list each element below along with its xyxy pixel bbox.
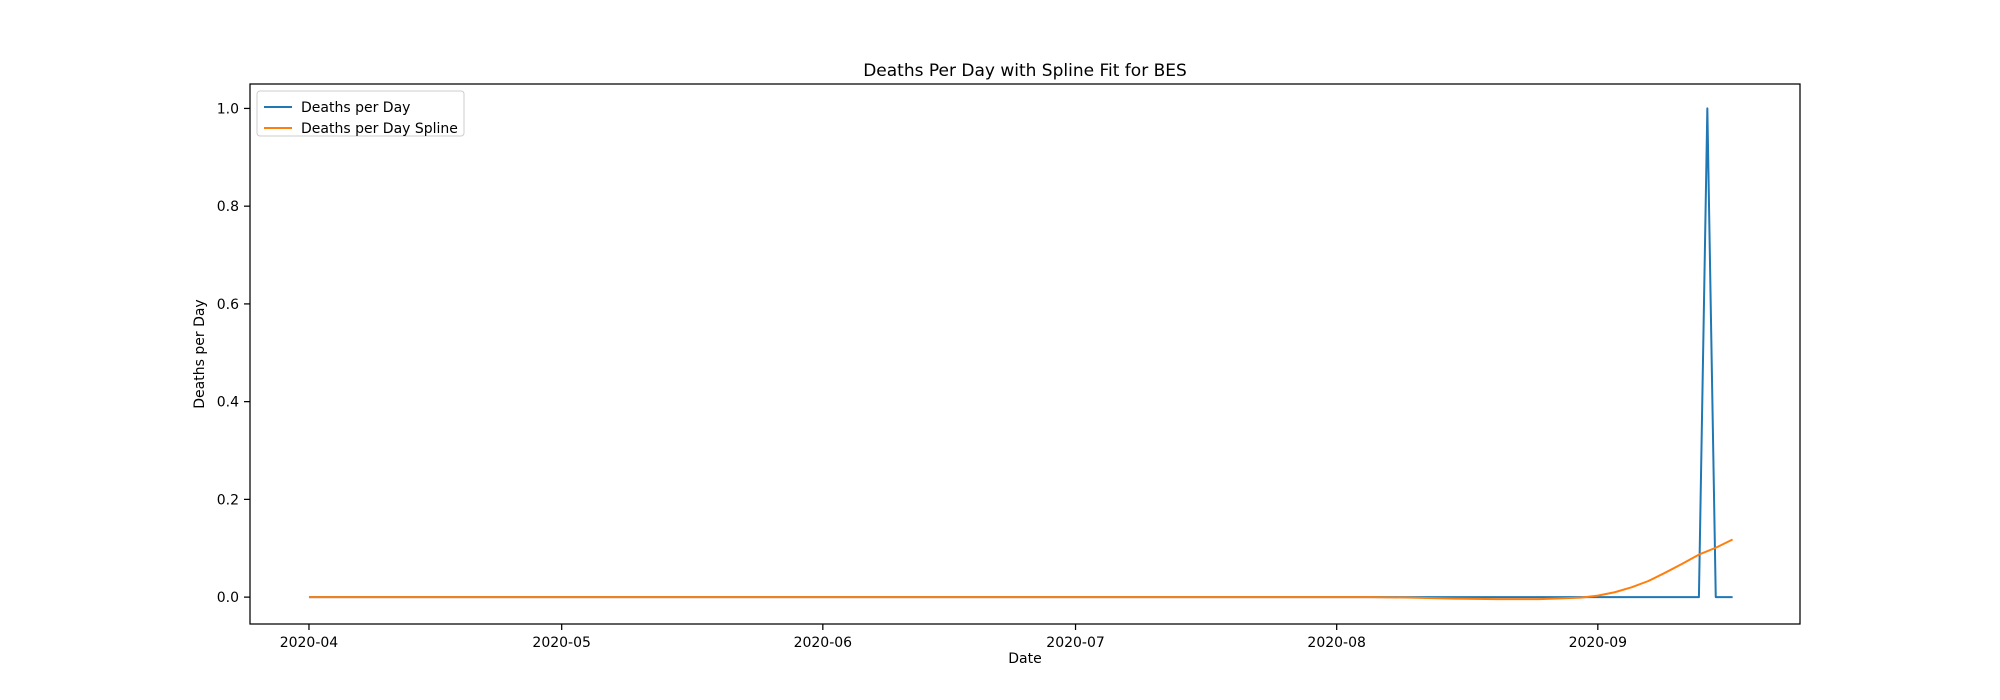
x-tick-label: 2020-04 — [280, 635, 339, 651]
y-axis-ticks: 0.0 0.2 0.4 0.6 0.8 1.0 — [217, 101, 250, 606]
x-tick-label: 2020-08 — [1307, 635, 1366, 651]
x-axis-title: Date — [1008, 651, 1041, 667]
y-tick-label: 0.8 — [217, 199, 239, 215]
y-tick-label: 1.0 — [217, 101, 239, 117]
y-tick-label: 0.4 — [217, 395, 239, 411]
series-line-1 — [308, 107, 1733, 599]
series-layer — [308, 107, 1734, 601]
y-tick-label: 0.2 — [217, 492, 239, 508]
chart-title: Deaths Per Day with Spline Fit for BES — [863, 61, 1187, 81]
x-tick-label: 2020-05 — [532, 635, 591, 651]
x-tick-label: 2020-06 — [794, 635, 853, 651]
legend-box — [256, 90, 465, 137]
legend: Deaths per Day Deaths per Day Spline — [256, 90, 465, 137]
plot-frame — [249, 83, 1801, 625]
x-axis-ticks: 2020-04 2020-05 2020-06 2020-07 2020-08 2020-… — [280, 624, 1627, 651]
legend-label-2: Deaths per Day Spline — [301, 121, 458, 137]
x-tick-label: 2020-09 — [1569, 635, 1628, 651]
y-tick-label: 0.6 — [217, 297, 239, 313]
x-tick-label: 2020-07 — [1046, 635, 1105, 651]
legend-label-1: Deaths per Day — [301, 100, 410, 116]
axes-frame — [249, 83, 1801, 625]
y-axis-title: Deaths per Day — [192, 299, 208, 408]
series-line-2 — [308, 538, 1734, 601]
y-tick-label: 0.0 — [217, 590, 239, 606]
